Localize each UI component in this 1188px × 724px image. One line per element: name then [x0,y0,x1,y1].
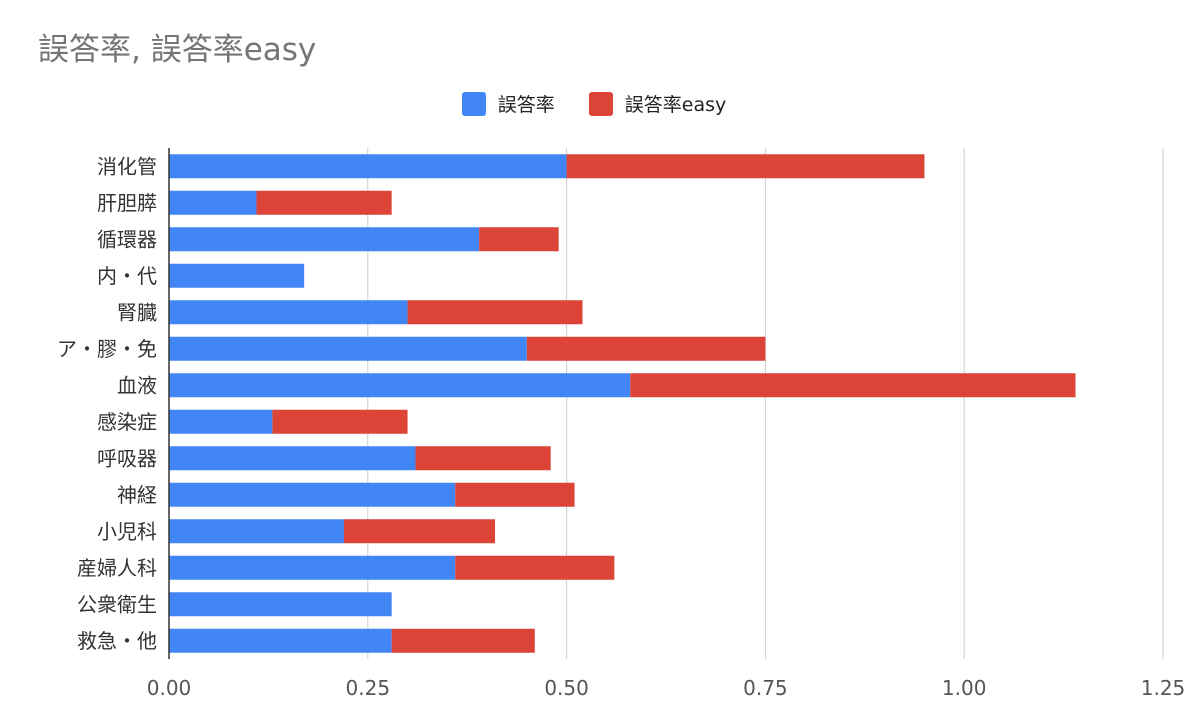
bar-series-2 [415,446,551,471]
x-tick-label: 0.25 [346,676,391,700]
bar-series-1 [169,555,456,580]
category-label: 血液 [117,373,157,397]
chart-title: 誤答率, 誤答率easy [38,32,317,68]
x-tick-label: 1.00 [942,676,987,700]
bar-series-1 [169,336,527,361]
bar-series-1 [169,446,416,471]
category-label: 神経 [117,483,157,507]
bar-series-1 [169,628,392,653]
category-label: 腎臓 [117,300,157,324]
bar-series-1 [169,154,567,179]
bar-series-2 [455,482,575,507]
category-label: 消化管 [97,154,157,178]
x-tick-label: 0.50 [544,676,589,700]
bar-series-2 [391,628,535,653]
bar-series-1 [169,519,344,544]
bar-series-2 [272,409,408,434]
category-label: 感染症 [97,410,157,434]
category-label: 循環器 [97,227,157,251]
bar-series-1 [169,373,631,398]
legend-item-series-1[interactable]: 誤答率 [461,90,555,117]
category-label: 救急・他 [77,629,157,653]
legend: 誤答率 誤答率easy [0,90,1188,117]
bar-series-1 [169,227,480,252]
bar-series-1 [169,592,392,617]
category-label: 小児科 [97,519,157,543]
legend-swatch-series-1 [461,91,486,116]
x-tick-label: 0.75 [743,676,788,700]
bar-series-1 [169,482,456,507]
bar-series-2 [526,336,766,361]
bar-series-2 [343,519,496,544]
legend-label-series-2: 誤答率easy [624,94,727,116]
x-tick-label: 1.25 [1141,676,1186,700]
category-label: 内・代 [97,264,157,288]
legend-swatch-series-2 [588,91,613,116]
legend-label-series-1: 誤答率 [497,94,555,116]
bar-series-2 [455,555,615,580]
bar-series-1 [169,300,408,325]
category-label: 公衆衛生 [77,592,157,616]
category-label: 呼吸器 [97,446,157,470]
bar-series-2 [479,227,559,252]
bar-series-1 [169,190,257,215]
category-label: 肝胆膵 [97,191,157,215]
category-label: 産婦人科 [77,556,157,580]
bar-series-2 [256,190,392,215]
bar-series-2 [566,154,925,179]
category-label: ア・膠・免 [57,337,157,361]
x-tick-label: 0.00 [147,676,192,700]
bar-series-2 [630,373,1076,398]
legend-item-series-2[interactable]: 誤答率easy [588,90,727,117]
bar-series-1 [169,263,305,288]
bar-series-2 [407,300,583,325]
bar-series-1 [169,409,273,434]
